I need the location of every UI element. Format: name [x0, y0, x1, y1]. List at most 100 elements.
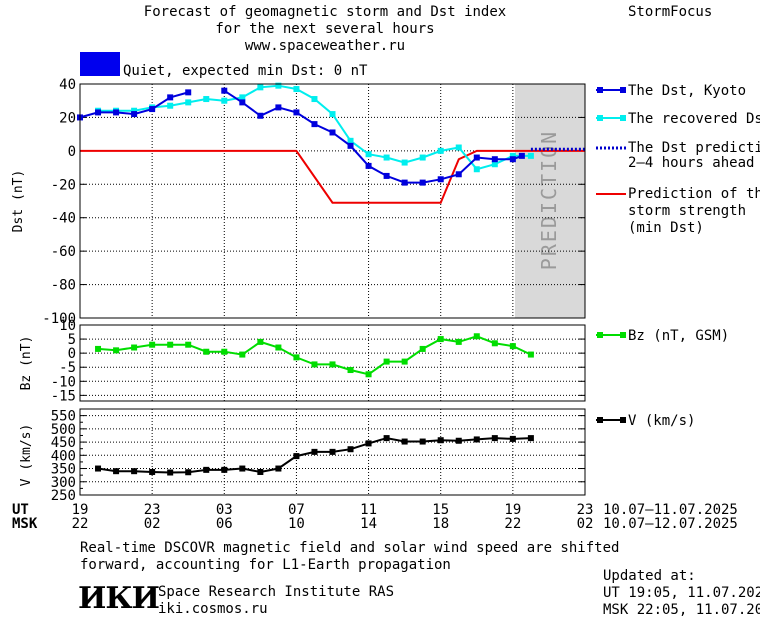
legend-dst-recovered-label: The recovered Dst: [628, 111, 760, 127]
v-tick-label: 450: [51, 435, 76, 451]
recovered-dst-point: [167, 102, 174, 109]
prediction-region: [515, 84, 585, 318]
legend-bz: Bz (nT, GSM): [596, 328, 729, 344]
dst-kyoto-point: [149, 106, 156, 113]
msk-tick-label: 14: [360, 516, 377, 532]
status-text: Quiet, expected min Dst: 0 nT: [123, 63, 368, 79]
msk-tick-label: 02: [577, 516, 594, 532]
bz-point: [329, 361, 336, 368]
site-url[interactable]: www.spaceweather.ru: [244, 38, 406, 54]
legend-dst-prediction-label-1: The Dst prediction: [628, 140, 760, 156]
recovered-dst-point: [311, 96, 318, 103]
dst-tick-label: 0: [68, 144, 76, 160]
bz-point: [311, 361, 318, 368]
footer-note-line-1: Real-time DSCOVR magnetic field and sola…: [80, 540, 620, 556]
bz-point: [365, 371, 372, 378]
bz-point: [383, 358, 390, 365]
dst-kyoto-point: [347, 142, 354, 149]
bz-point: [185, 341, 192, 348]
recovered-dst-point: [221, 97, 228, 104]
institute-url[interactable]: iki.cosmos.ru: [158, 601, 268, 617]
recovered-dst-point: [293, 86, 300, 93]
bz-point: [491, 340, 498, 347]
dst-tick-label: -80: [51, 278, 76, 294]
solar-wind-speed-point: [275, 465, 282, 472]
recovered-dst-point: [239, 94, 246, 101]
solar-wind-speed-point: [239, 465, 246, 472]
bz-point: [257, 338, 264, 345]
bz-tick-label: -10: [51, 374, 76, 390]
dst-kyoto-point: [473, 154, 480, 161]
recovered-dst-point: [275, 82, 282, 89]
dst-kyoto-point: [257, 112, 264, 119]
recovered-dst-point: [185, 99, 192, 106]
series-layer: [77, 82, 585, 476]
v-tick-label: 400: [51, 448, 76, 464]
solar-wind-speed-point: [383, 435, 390, 442]
dst-kyoto-point: [131, 111, 138, 118]
legend-dst-prediction-label-2: 2–4 hours ahead: [628, 155, 754, 171]
dst-tick-label: -40: [51, 211, 76, 227]
recovered-dst-point: [455, 144, 462, 151]
dst-kyoto-point: [275, 104, 282, 111]
dst-kyoto-point: [113, 109, 120, 116]
solar-wind-speed-point: [455, 437, 462, 444]
x-gridlines: [79, 84, 586, 495]
dst-kyoto-point: [329, 129, 336, 136]
bz-tick-label: 5: [68, 332, 76, 348]
recovered-dst-point: [437, 147, 444, 154]
dst-kyoto-point: [221, 87, 228, 94]
bz-point: [95, 345, 102, 352]
ut-tick-label: 11: [360, 502, 377, 518]
bz-tick-label: 0: [68, 346, 76, 362]
dst-tick-label: 20: [59, 110, 76, 126]
bz-tick-label: -15: [51, 388, 76, 404]
ut-tick-label: 23: [144, 502, 161, 518]
dst-kyoto-point: [167, 94, 174, 101]
dst-kyoto-point: [509, 156, 516, 163]
updated-msk: MSK 22:05, 11.07.2025: [603, 602, 760, 618]
solar-wind-speed-point: [401, 438, 408, 445]
dst-kyoto-point: [365, 162, 372, 169]
title-line-1: Forecast of geomagnetic storm and Dst in…: [143, 4, 507, 20]
legend-dst-kyoto: The Dst, Kyoto: [596, 83, 746, 99]
solar-wind-speed-point: [203, 466, 210, 473]
dst-tick-label: -60: [51, 244, 76, 260]
title-line-2: for the next several hours: [215, 21, 435, 37]
dst-kyoto-point: [437, 176, 444, 183]
bz-point: [401, 358, 408, 365]
legend-bz-label: Bz (nT, GSM): [628, 328, 729, 344]
dst-kyoto-point: [239, 99, 246, 106]
solar-wind-speed-point: [437, 437, 444, 444]
iki-logo: ИКИ: [78, 581, 160, 616]
solar-wind-speed-point: [329, 448, 336, 455]
dst-tick-label: -20: [51, 177, 76, 193]
solar-wind-speed-point: [113, 468, 120, 475]
solar-wind-speed-point: [185, 469, 192, 476]
recovered-dst-point: [401, 159, 408, 166]
solar-wind-speed-point: [473, 436, 480, 443]
bz-tick-label: 10: [59, 318, 76, 334]
msk-tick-label: 22: [504, 516, 521, 532]
legend-storm-label-1: Prediction of the: [628, 186, 760, 202]
dst-kyoto-point: [311, 121, 318, 128]
legend-storm-label-2: storm strength: [628, 203, 746, 219]
bz-point: [275, 344, 282, 351]
dst-kyoto-point: [518, 152, 525, 159]
msk-tick-label: 02: [144, 516, 161, 532]
legend-v-label: V (km/s): [628, 413, 695, 429]
bz-panel-frame: [79, 324, 586, 402]
ut-tick-label: 15: [432, 502, 449, 518]
v-panel-frame: [79, 408, 586, 496]
dst-axis-label: Dst (nT): [11, 170, 26, 233]
solar-wind-speed-point: [95, 465, 102, 472]
bz-line: [97, 335, 532, 376]
dst-kyoto-point: [95, 109, 102, 116]
msk-tick-label: 22: [72, 516, 89, 532]
bz-point: [203, 348, 210, 355]
dst-tick-label: -100: [42, 311, 76, 327]
dst-kyoto-point: [419, 179, 426, 186]
bz-point: [113, 347, 120, 354]
msk-date-range: 10.07–12.07.2025: [603, 516, 738, 532]
